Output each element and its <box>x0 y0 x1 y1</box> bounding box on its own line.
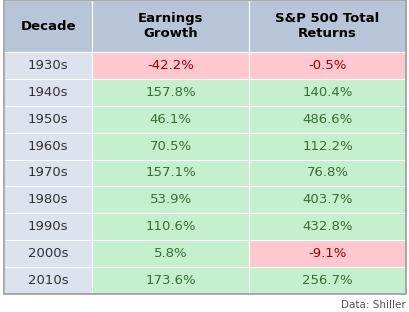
Text: -0.5%: -0.5% <box>308 59 346 72</box>
Bar <box>249 159 405 187</box>
Bar <box>4 52 92 79</box>
Text: 2000s: 2000s <box>28 247 68 260</box>
Bar <box>92 0 249 52</box>
Bar <box>249 267 405 294</box>
Bar <box>4 159 92 187</box>
Text: 46.1%: 46.1% <box>149 113 191 126</box>
Bar <box>249 79 405 106</box>
Text: 173.6%: 173.6% <box>145 274 196 287</box>
Text: 486.6%: 486.6% <box>302 113 352 126</box>
Bar <box>4 0 92 52</box>
Bar <box>92 240 249 267</box>
Bar <box>92 159 249 187</box>
Text: 2010s: 2010s <box>28 274 68 287</box>
Bar <box>249 240 405 267</box>
Text: 403.7%: 403.7% <box>301 193 352 207</box>
Bar <box>249 52 405 79</box>
Bar <box>249 106 405 133</box>
Text: 1930s: 1930s <box>28 59 68 72</box>
Bar <box>4 187 92 213</box>
Text: 5.8%: 5.8% <box>154 247 187 260</box>
Text: 1980s: 1980s <box>28 193 68 207</box>
Text: 112.2%: 112.2% <box>301 139 352 153</box>
Bar <box>4 106 92 133</box>
Text: -9.1%: -9.1% <box>308 247 346 260</box>
Text: 157.1%: 157.1% <box>145 167 196 179</box>
Bar <box>92 133 249 159</box>
Text: 157.8%: 157.8% <box>145 86 196 99</box>
Text: 70.5%: 70.5% <box>149 139 191 153</box>
Bar <box>249 213 405 240</box>
Text: -42.2%: -42.2% <box>147 59 194 72</box>
Bar <box>4 240 92 267</box>
Bar <box>249 187 405 213</box>
Text: 76.8%: 76.8% <box>306 167 348 179</box>
Text: 1970s: 1970s <box>28 167 68 179</box>
Text: Decade: Decade <box>20 19 76 32</box>
Bar <box>92 52 249 79</box>
Bar <box>4 79 92 106</box>
Bar <box>92 187 249 213</box>
Bar <box>92 106 249 133</box>
Text: 1960s: 1960s <box>28 139 68 153</box>
Text: 432.8%: 432.8% <box>301 220 352 233</box>
Text: 140.4%: 140.4% <box>302 86 352 99</box>
Text: 1940s: 1940s <box>28 86 68 99</box>
Text: 256.7%: 256.7% <box>301 274 352 287</box>
Bar <box>92 267 249 294</box>
Text: Data: Shiller: Data: Shiller <box>340 300 405 310</box>
Text: 1950s: 1950s <box>28 113 68 126</box>
Bar <box>4 213 92 240</box>
Bar <box>4 133 92 159</box>
Bar <box>92 213 249 240</box>
Text: 110.6%: 110.6% <box>145 220 196 233</box>
Bar <box>249 133 405 159</box>
Text: S&P 500 Total
Returns: S&P 500 Total Returns <box>275 12 379 40</box>
Text: Earnings
Growth: Earnings Growth <box>138 12 203 40</box>
Bar <box>92 79 249 106</box>
Text: 1990s: 1990s <box>28 220 68 233</box>
Text: 53.9%: 53.9% <box>149 193 191 207</box>
Bar <box>249 0 405 52</box>
Bar <box>4 267 92 294</box>
